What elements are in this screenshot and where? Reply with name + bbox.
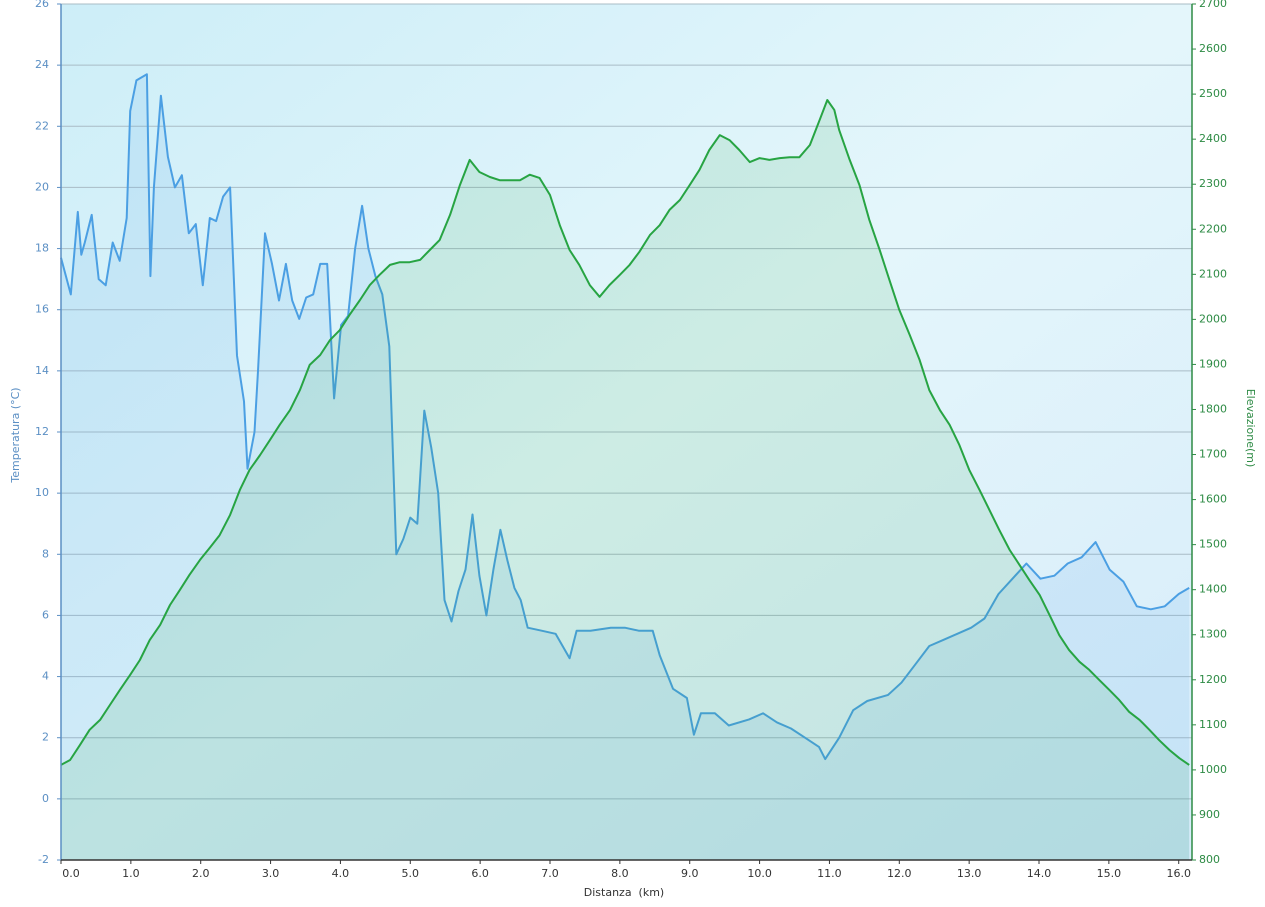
y-tick-label: 12 (35, 425, 49, 438)
y-tick-label: 16 (35, 303, 49, 316)
x-tick-label: 0.0 (62, 867, 80, 880)
x-tick-label: 11.0 (817, 867, 842, 880)
y2-tick-label: 2600 (1199, 42, 1227, 55)
x-tick-label: 6.0 (471, 867, 489, 880)
series-line (60, 73, 1190, 761)
y2-tick-label: 1200 (1199, 673, 1227, 686)
y2-tick-label: 2000 (1199, 312, 1227, 325)
y2-tick-label: 1100 (1199, 718, 1227, 731)
x-tick-label: 5.0 (402, 867, 420, 880)
y-tick-label: 0 (42, 792, 49, 805)
x-tick-label: 8.0 (611, 867, 629, 880)
y2-tick-label: 1600 (1199, 493, 1227, 506)
grid (61, 3, 1192, 861)
marks (60, 73, 1190, 861)
x-tick-label: 10.0 (747, 867, 772, 880)
y-tick-label: 20 (35, 180, 49, 193)
y2-tick-label: 1000 (1199, 763, 1227, 776)
y2-tick-label: 1900 (1199, 357, 1227, 370)
y2-tick-label: 800 (1199, 853, 1220, 866)
x-tick-label: 1.0 (122, 867, 140, 880)
y2-tick-label: 900 (1199, 808, 1220, 821)
y-tick-label: 22 (35, 119, 49, 132)
y-tick-label: 18 (35, 242, 49, 255)
y2-tick-label: 1700 (1199, 448, 1227, 461)
x-tick-label: 3.0 (262, 867, 280, 880)
x-axis-title: Distanza (km) (584, 886, 664, 899)
y2-tick-label: 1400 (1199, 583, 1227, 596)
y-axis-title: Temperatura (°C) (9, 387, 22, 483)
axes: -202468101214161820222426800900100011001… (35, 0, 1227, 880)
series-line (60, 99, 1190, 766)
y2-tick-label: 2500 (1199, 87, 1227, 100)
x-tick-label: 4.0 (332, 867, 350, 880)
series-area (61, 100, 1190, 860)
x-tick-label: 7.0 (541, 867, 559, 880)
y-tick-label: 10 (35, 486, 49, 499)
y2-tick-label: 2100 (1199, 267, 1227, 280)
y2-tick-label: 2300 (1199, 177, 1227, 190)
y-tick-label: 2 (42, 731, 49, 744)
x-tick-label: 16.0 (1166, 867, 1191, 880)
y-tick-label: -2 (38, 853, 49, 866)
x-tick-label: 9.0 (681, 867, 699, 880)
y-tick-label: 6 (42, 608, 49, 621)
y2-tick-label: 2400 (1199, 132, 1227, 145)
y2-tick-label: 2200 (1199, 222, 1227, 235)
x-tick-label: 13.0 (957, 867, 982, 880)
y2-tick-label: 2700 (1199, 0, 1227, 10)
x-tick-label: 2.0 (192, 867, 210, 880)
x-tick-label: 15.0 (1097, 867, 1122, 880)
x-tick-label: 14.0 (1027, 867, 1052, 880)
y-tick-label: 4 (42, 670, 49, 683)
y2-axis-title: Elevazione(m) (1244, 389, 1257, 468)
y2-tick-label: 1300 (1199, 628, 1227, 641)
y-tick-label: 24 (35, 58, 49, 71)
y2-tick-label: 1500 (1199, 538, 1227, 551)
series-area (61, 74, 1190, 861)
y-tick-label: 8 (42, 547, 49, 560)
x-tick-label: 12.0 (887, 867, 912, 880)
y2-tick-label: 1800 (1199, 402, 1227, 415)
y-tick-label: 14 (35, 364, 49, 377)
y-tick-label: 26 (35, 0, 49, 10)
